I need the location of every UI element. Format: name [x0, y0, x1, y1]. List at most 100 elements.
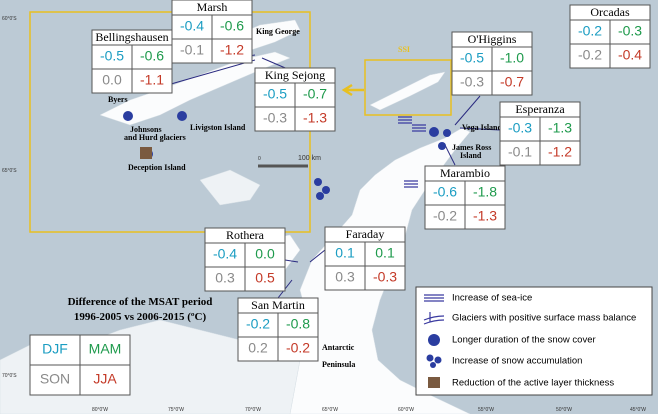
station-table: Marambio -0.6 -1.8 -0.2 -1.3 [424, 165, 506, 230]
station-table: King Sejong -0.5 -0.7 -0.3 -1.3 [254, 67, 336, 132]
station-value: -1.8 [473, 184, 497, 200]
place-label: James Ross [452, 143, 491, 152]
station-value: -0.4 [618, 47, 642, 63]
station-value: 0.2 [248, 340, 268, 356]
station-value: -0.2 [578, 47, 602, 63]
legend-label: Increase of snow accumulation [452, 356, 582, 367]
station-value: -0.3 [618, 23, 642, 39]
station-name: San Martin [251, 298, 305, 312]
coordinate: 60°0'S [2, 16, 17, 22]
season: DJF [42, 341, 68, 357]
place-label: Peninsula [322, 360, 355, 369]
coordinate: 75°0'W [168, 407, 184, 413]
station-value: 0.3 [335, 269, 355, 285]
station-value: -1.3 [473, 208, 497, 224]
station-table: Esperanza -0.3 -1.3 -0.1 -1.2 [499, 101, 581, 166]
legend: Increase of sea-ice Glaciers with positiv… [423, 293, 636, 389]
station-value: -0.6 [220, 18, 244, 34]
station-name: King Sejong [265, 68, 325, 82]
station-name: Esperanza [515, 102, 565, 116]
station-value: -0.4 [180, 18, 204, 34]
stations: Marsh-0.4 -0.6-0.1 -1.2Bellingshausen-0.5-… [91, 0, 651, 362]
key-title: Difference of the MSAT period [68, 296, 213, 308]
ssi-frame [364, 59, 452, 116]
station-value: -0.7 [500, 74, 524, 90]
station-table: Bellingshausen -0.5 -0.6 0.0 -1.1 [91, 29, 173, 94]
coordinate: 60°0'W [398, 407, 414, 413]
station-value: -0.2 [578, 23, 602, 39]
station-value: -0.5 [100, 48, 124, 64]
station-value: -1.0 [500, 50, 524, 66]
station-value: 0.0 [102, 72, 122, 88]
station-value: -0.2 [246, 316, 270, 332]
place-label: Vega Island [462, 123, 502, 132]
coordinate: 55°0'W [478, 407, 494, 413]
place-label: Deception Island [128, 163, 186, 172]
station-table: Orcadas -0.2 -0.3 -0.2 -0.4 [569, 4, 651, 69]
station-value: -1.2 [220, 42, 244, 58]
legend-label: Increase of sea-ice [452, 293, 532, 304]
place-label: Johnsons [130, 125, 162, 134]
station-value: -0.1 [180, 42, 204, 58]
place-label: and Hurd glaciers [124, 133, 186, 142]
station-value: 0.3 [215, 270, 235, 286]
station-value: -0.3 [508, 120, 532, 136]
station-value: -0.6 [433, 184, 457, 200]
station-name: Bellingshausen [95, 30, 168, 44]
active-layer-icon [140, 147, 152, 159]
legend-box [415, 286, 653, 396]
station-table: Marsh -0.4 -0.6 -0.1 -1.2 [171, 0, 253, 64]
coordinate: 65°0'S [2, 168, 17, 174]
station-value: -1.1 [140, 72, 164, 88]
coordinate: 80°0'W [92, 407, 108, 413]
station-value: -0.7 [303, 86, 327, 102]
place-label: Antarctic [322, 343, 355, 352]
station-value: -0.3 [460, 74, 484, 90]
station-name: Marsh [197, 0, 228, 14]
station-value: 0.1 [335, 245, 355, 261]
station-value: -0.2 [286, 340, 310, 356]
station-value: -1.3 [303, 110, 327, 126]
coordinates: 60°0'S 65°0'S 70°0'S 80°0'W 75°0'W 70°0'W 65°0… [2, 16, 646, 413]
station-table: Rothera -0.4 0.0 0.3 0.5 [204, 227, 286, 292]
station-value: -0.5 [460, 50, 484, 66]
station-name: Marambio [440, 166, 490, 180]
sea-ice-icons [398, 116, 426, 188]
arrow [341, 83, 364, 97]
station-name: Orcadas [590, 5, 630, 19]
station-value: -0.3 [263, 110, 287, 126]
place-label: Island [460, 151, 482, 160]
station-name: O'Higgins [468, 32, 517, 46]
scale-label: 100 km [298, 155, 321, 162]
station-value: 0.0 [255, 246, 275, 262]
station-table: O'Higgins -0.5 -1.0 -0.3 -0.7 [451, 31, 533, 96]
season: SON [40, 371, 70, 387]
station-value: -1.3 [548, 120, 572, 136]
coordinate: 65°0'W [322, 407, 338, 413]
station-value: -0.4 [213, 246, 237, 262]
station-value: -0.5 [263, 86, 287, 102]
place-label: Byers [108, 95, 128, 104]
season: MAM [89, 341, 122, 357]
station-name: Rothera [226, 228, 265, 242]
station-value: -0.3 [373, 269, 397, 285]
coordinate: 70°0'W [245, 407, 261, 413]
place-label: Livigston Island [190, 123, 246, 132]
scale-label: 0 [258, 156, 261, 162]
station-table: Faraday 0.1 0.1 0.3 -0.3 [324, 226, 406, 291]
coordinate: 70°0'S [2, 373, 17, 379]
place-label: SSI [398, 45, 410, 54]
legend-label: Glaciers with positive surface mass bala… [452, 313, 636, 324]
season-key: DJF MAM SON JJA [29, 334, 131, 396]
station-value: -0.1 [508, 144, 532, 160]
coordinate: 45°0'W [630, 407, 646, 413]
station-name: Faraday [346, 227, 385, 241]
station-value: -0.6 [140, 48, 164, 64]
station-value: 0.5 [255, 270, 275, 286]
station-table: San Martin -0.2 -0.8 0.2 -0.2 [237, 297, 319, 362]
legend-label: Longer duration of the snow cover [452, 335, 596, 346]
coordinate: 50°0'W [556, 407, 572, 413]
legend-label: Reduction of the active layer thickness [452, 378, 614, 389]
